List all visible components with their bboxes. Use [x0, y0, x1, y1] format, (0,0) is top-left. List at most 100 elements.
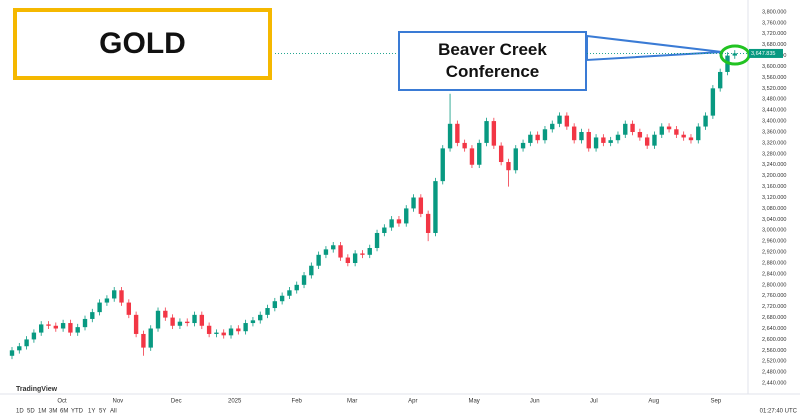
y-tick-label: 3,800.000 — [762, 9, 786, 15]
y-tick-label: 3,360.000 — [762, 129, 786, 135]
y-tick-label: 3,080.000 — [762, 206, 786, 212]
candle-body — [469, 148, 475, 165]
y-tick-label: 2,520.000 — [762, 359, 786, 365]
candle-body — [608, 140, 613, 143]
candle-body — [557, 115, 562, 124]
x-tick-label: May — [468, 399, 479, 405]
y-tick-label: 2,600.000 — [762, 337, 786, 343]
callout-arrow — [586, 34, 723, 62]
range-button[interactable]: 1M — [38, 409, 46, 415]
logo: TradingView — [16, 386, 58, 393]
y-tick-label: 3,040.000 — [762, 217, 786, 223]
candle-body — [352, 253, 358, 263]
candle-body — [389, 219, 394, 228]
range-button[interactable]: 5Y — [99, 409, 106, 415]
candle-body — [659, 126, 664, 135]
x-tick-label: 2025 — [228, 399, 242, 405]
candle-body — [535, 134, 540, 141]
candle-body — [46, 324, 51, 326]
candle-body — [404, 208, 409, 224]
candle-body — [688, 137, 694, 141]
x-tick-label: Feb — [292, 399, 303, 405]
candle-body — [24, 339, 29, 347]
candle-body — [498, 145, 504, 163]
candle-body — [236, 328, 241, 332]
range-button[interactable]: YTD — [71, 409, 84, 415]
candle-body — [148, 328, 153, 348]
range-button[interactable]: 6M — [60, 409, 68, 415]
range-button[interactable]: All — [110, 409, 117, 415]
y-tick-label: 2,920.000 — [762, 250, 786, 256]
range-button[interactable]: 5D — [27, 409, 35, 415]
candle-body — [294, 284, 299, 291]
y-tick-label: 3,400.000 — [762, 119, 786, 125]
candle-body — [623, 123, 628, 135]
candle-body — [338, 245, 343, 258]
candle-body — [477, 142, 482, 165]
y-tick-label: 3,240.000 — [762, 162, 786, 168]
candle-body — [309, 265, 314, 276]
candle-body — [681, 134, 686, 138]
candle-body — [301, 275, 307, 285]
candle-body — [491, 121, 497, 146]
y-tick-label: 3,200.000 — [762, 173, 786, 179]
y-tick-label: 3,520.000 — [762, 86, 786, 92]
candle-body — [345, 257, 351, 263]
candle-body — [272, 301, 278, 309]
candle-body — [97, 302, 102, 313]
candle-body — [250, 320, 256, 324]
candle-body — [674, 129, 679, 135]
candle-body — [53, 325, 58, 329]
candle-body — [717, 71, 723, 89]
candle-body — [316, 254, 321, 266]
candle-body — [374, 232, 380, 248]
candle-body — [455, 123, 460, 143]
y-tick-label: 3,720.000 — [762, 31, 786, 37]
candle-body — [323, 249, 329, 255]
candle-body — [163, 310, 168, 318]
range-button[interactable]: 1Y — [88, 409, 95, 415]
y-tick-label: 3,440.000 — [762, 108, 786, 114]
y-tick-label: 3,320.000 — [762, 140, 786, 146]
candle-body — [542, 129, 548, 141]
candle-body — [60, 323, 66, 329]
y-tick-label: 3,160.000 — [762, 184, 786, 190]
candle-body — [433, 181, 438, 233]
y-tick-label: 2,560.000 — [762, 348, 786, 354]
candle-body — [31, 332, 37, 340]
y-tick-label: 3,560.000 — [762, 75, 786, 81]
candle-body — [331, 245, 336, 250]
candle-body — [513, 148, 518, 171]
candle-body — [228, 328, 234, 336]
y-tick-label: 2,720.000 — [762, 304, 786, 310]
x-tick-label: Sep — [710, 399, 721, 405]
range-button[interactable]: 3M — [49, 409, 57, 415]
candle-body — [258, 314, 263, 321]
candle-body — [601, 137, 606, 143]
candle-body — [75, 327, 80, 333]
y-tick-label: 2,440.000 — [762, 381, 786, 387]
candle-body — [382, 227, 387, 233]
clock: 01:27:40 UTC — [760, 409, 798, 415]
candle-body — [192, 314, 197, 324]
candle-body — [90, 312, 95, 319]
range-button[interactable]: 1D — [16, 409, 24, 415]
candle-body — [287, 290, 292, 296]
y-tick-label: 2,760.000 — [762, 293, 786, 299]
candle-body — [221, 332, 226, 336]
last-price-label: 3,647.835 — [751, 51, 775, 57]
candle-body — [243, 323, 248, 332]
y-tick-label: 2,960.000 — [762, 239, 786, 245]
candle-body — [703, 115, 708, 127]
candle-body — [17, 346, 22, 351]
y-tick-label: 2,680.000 — [762, 315, 786, 321]
candle-body — [615, 134, 621, 141]
candle-body — [630, 123, 635, 132]
candle-body — [9, 350, 15, 356]
candle-body — [199, 314, 205, 326]
y-tick-label: 3,680.000 — [762, 42, 786, 48]
candle-body — [637, 132, 643, 138]
candle-body — [462, 142, 467, 149]
